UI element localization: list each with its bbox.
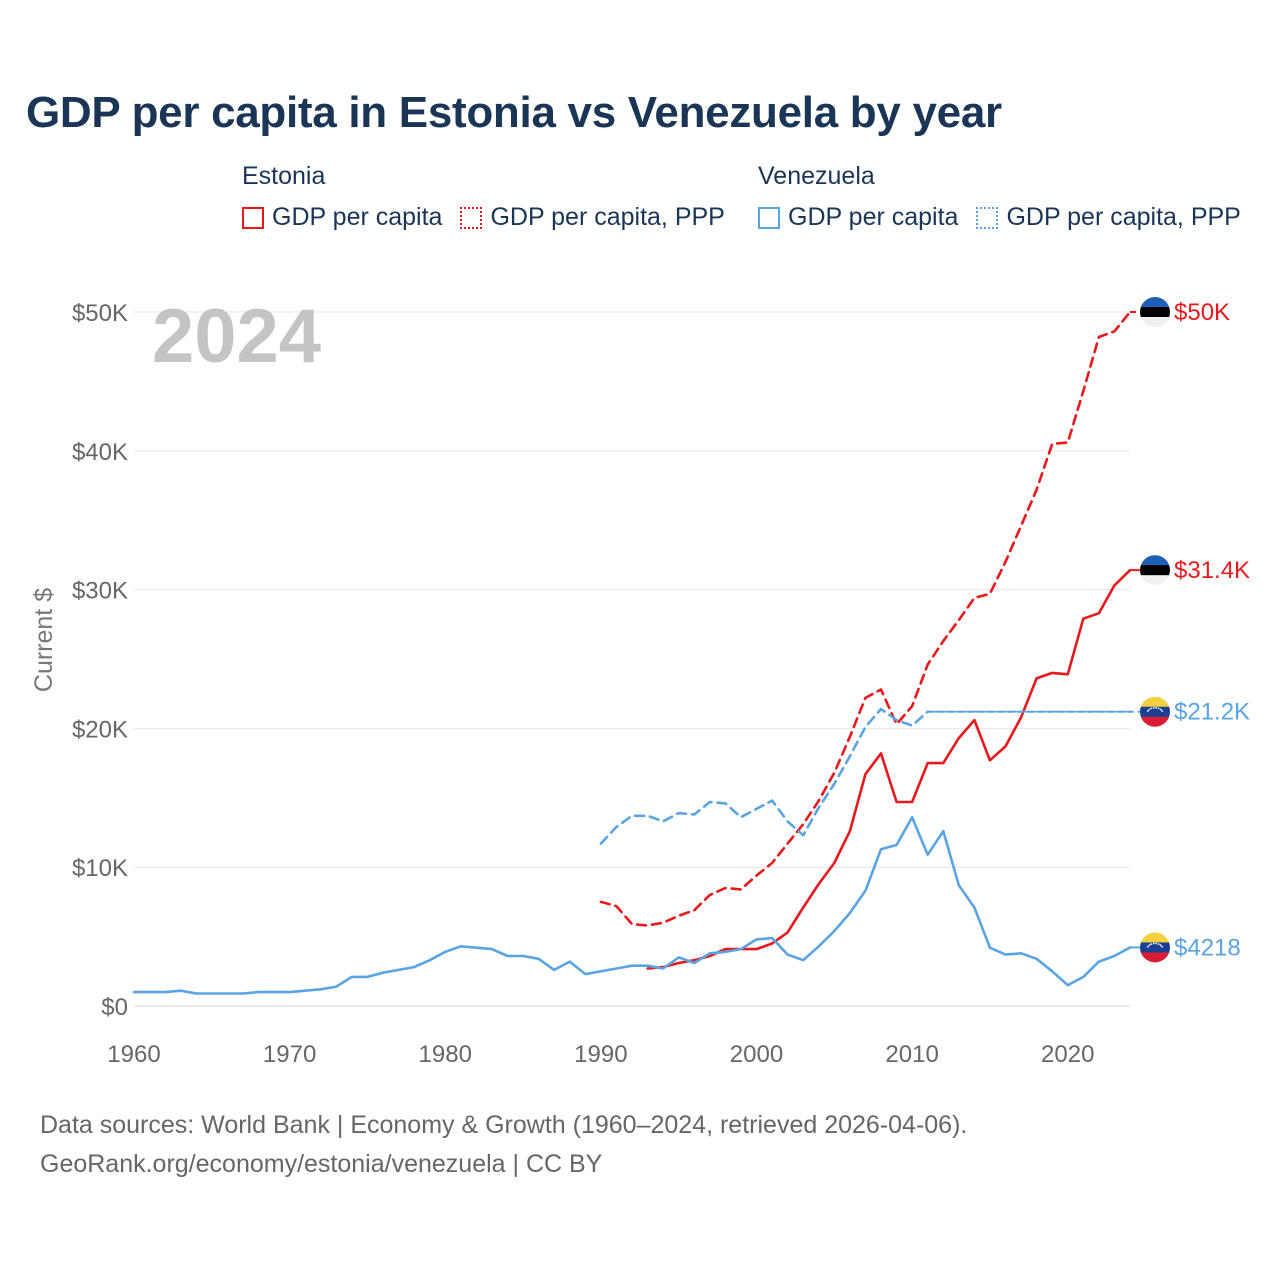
legend-label: GDP per capita — [788, 203, 959, 231]
y-tick-label: $10K — [72, 855, 128, 882]
flag-stripe — [1140, 706, 1170, 718]
flag-stripe — [1140, 317, 1170, 327]
legend-country-estonia: Estonia — [242, 162, 326, 190]
year-label: 2024 — [152, 294, 321, 379]
legend-item-venezuela-gdp[interactable]: GDP per capita — [758, 203, 958, 232]
end-value-label: $4218 — [1174, 934, 1241, 961]
flag-star — [1148, 708, 1151, 711]
y-tick-label: $20K — [72, 716, 128, 743]
x-tick-label: 1970 — [263, 1041, 316, 1068]
flag-star — [1150, 707, 1153, 710]
legend-country-venezuela: Venezuela — [758, 162, 875, 190]
flag-stripe — [1140, 575, 1170, 586]
legend-label: GDP per capita, PPP — [490, 203, 725, 231]
series-line — [646, 568, 1132, 970]
y-tick-label: $40K — [72, 439, 128, 466]
y-tick-label: $0 — [101, 994, 128, 1021]
legend-item-estonia-gdp[interactable]: GDP per capita — [242, 203, 442, 232]
flag-star — [1159, 708, 1162, 711]
flag-star — [1161, 710, 1164, 712]
legend-venezuela: Venezuela GDP per capita GDP per capita,… — [758, 162, 1259, 232]
flag-star — [1157, 707, 1160, 710]
chart-footer: Data sources: World Bank | Economy & Gro… — [40, 1106, 967, 1184]
x-tick-label: 2010 — [885, 1041, 938, 1068]
end-value-label: $21.2K — [1174, 699, 1250, 726]
flag-star — [1152, 942, 1155, 945]
legend-label: GDP per capita, PPP — [1006, 203, 1241, 231]
legend-item-venezuela-gdp-ppp[interactable]: GDP per capita, PPP — [976, 203, 1241, 232]
flag-stripe — [1140, 297, 1170, 308]
y-tick-label: $30K — [72, 578, 128, 605]
legend-estonia: Estonia GDP per capita GDP per capita, P… — [242, 162, 743, 232]
legend-swatch-dotted-red — [460, 206, 483, 229]
chart-title: GDP per capita in Estonia vs Venezuela b… — [26, 88, 1002, 137]
series-line — [599, 707, 929, 845]
flag-star — [1146, 945, 1149, 948]
estonia-flag-icon — [1140, 555, 1170, 586]
venezuela-flag-icon — [1140, 696, 1170, 727]
series-line — [599, 310, 1132, 927]
flag-star — [1148, 944, 1151, 947]
flag-stripe — [1140, 716, 1170, 727]
flag-star — [1146, 710, 1149, 712]
flag-stripe — [1140, 555, 1170, 566]
flag-star — [1155, 942, 1158, 945]
estonia-flag-icon — [1140, 297, 1170, 327]
legend-swatch-solid-blue — [758, 206, 780, 229]
x-tick-label: 1960 — [107, 1041, 160, 1068]
legend-swatch-dotted-blue — [976, 206, 999, 229]
x-tick-label: 1980 — [419, 1041, 472, 1068]
x-tick-label: 1990 — [574, 1041, 627, 1068]
legend-swatch-solid-red — [242, 206, 264, 229]
flag-star — [1155, 706, 1158, 709]
flag-star — [1161, 945, 1164, 948]
end-value-label: $50K — [1174, 299, 1230, 326]
footer-sources: Data sources: World Bank | Economy & Gro… — [40, 1111, 968, 1139]
flag-star — [1152, 706, 1155, 709]
flag-stripe — [1140, 942, 1170, 953]
flag-stripe — [1140, 952, 1170, 963]
flag-stripe — [1140, 307, 1170, 318]
series-line — [132, 815, 1132, 995]
x-tick-label: 2000 — [730, 1041, 783, 1068]
flag-stripe — [1140, 932, 1170, 943]
legend-label: GDP per capita — [272, 203, 443, 231]
y-axis-label: Current $ — [30, 588, 58, 692]
venezuela-flag-icon — [1140, 932, 1170, 963]
end-value-label: $31.4K — [1174, 557, 1250, 584]
y-tick-label: $50K — [72, 300, 128, 327]
flag-star — [1157, 943, 1160, 946]
flag-stripe — [1140, 696, 1170, 708]
x-tick-label: 2020 — [1041, 1041, 1094, 1068]
flag-stripe — [1140, 565, 1170, 576]
legend-item-estonia-gdp-ppp[interactable]: GDP per capita, PPP — [460, 203, 725, 232]
footer-attribution: GeoRank.org/economy/estonia/venezuela | … — [40, 1150, 603, 1178]
flag-star — [1150, 943, 1153, 946]
flag-star — [1159, 944, 1162, 947]
